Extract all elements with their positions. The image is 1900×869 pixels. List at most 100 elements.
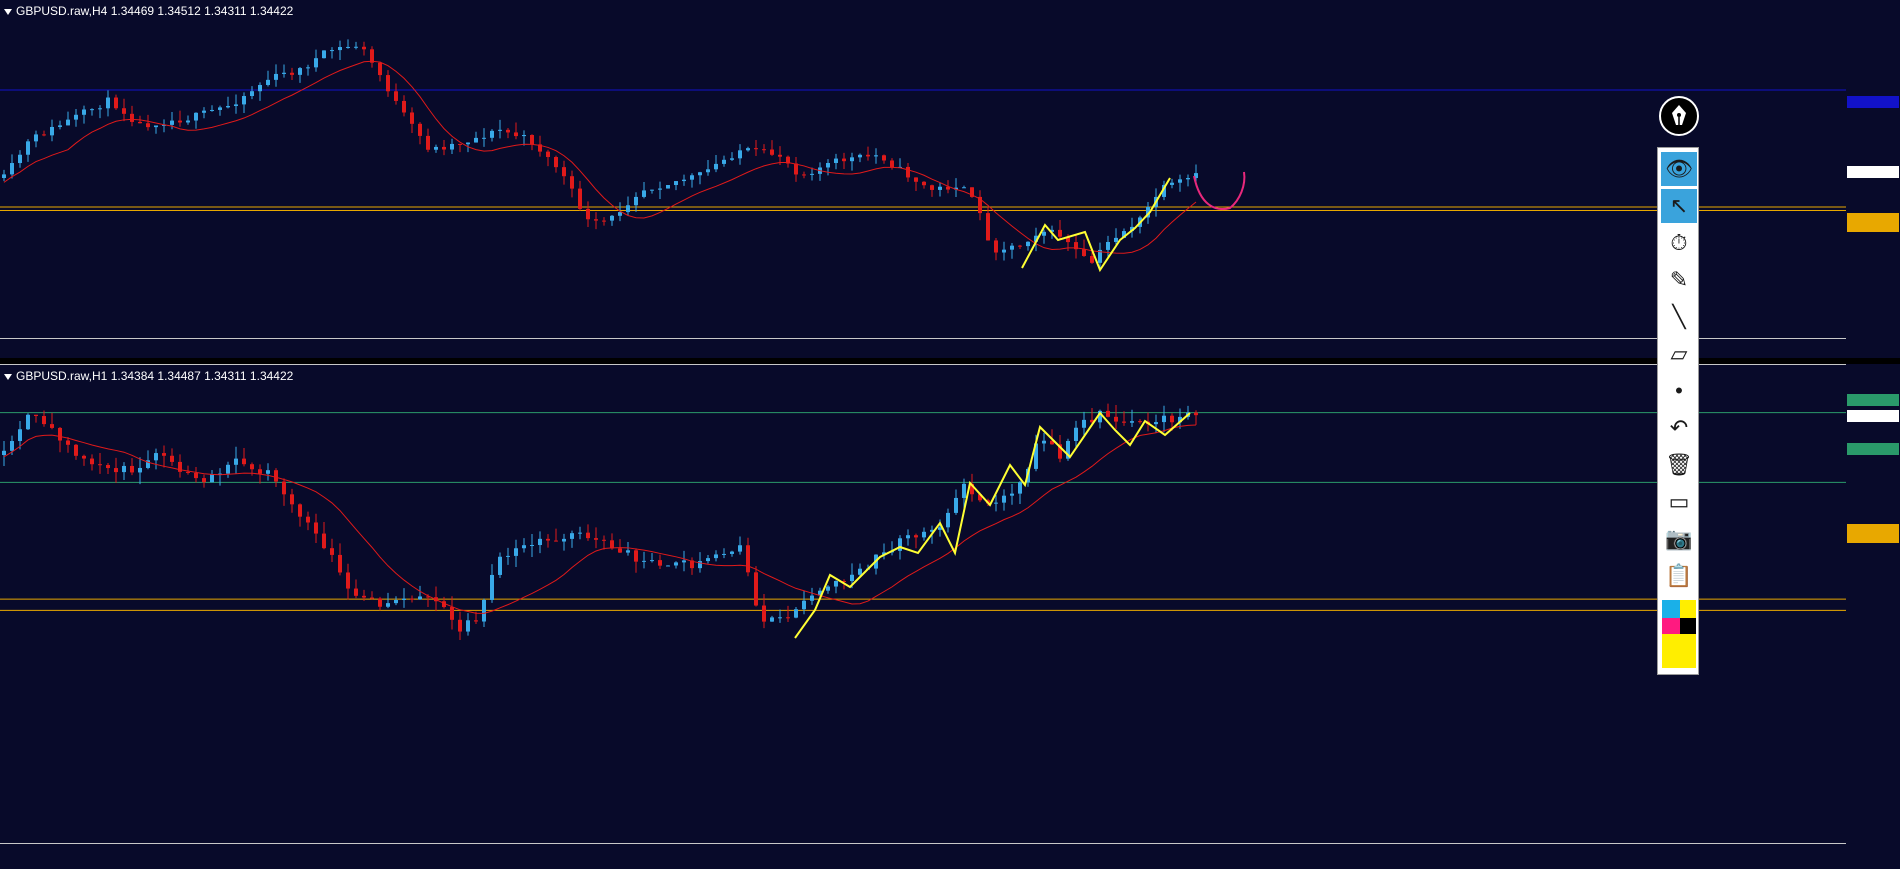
candle-body xyxy=(1018,482,1022,494)
candle-body xyxy=(418,123,422,136)
candle-body xyxy=(466,142,470,145)
candle-body xyxy=(922,531,926,538)
stopwatch-icon: ⏱ xyxy=(1670,230,1688,255)
candle-body xyxy=(706,558,710,562)
candle-body xyxy=(714,163,718,170)
candle-body xyxy=(290,494,294,505)
candle-body xyxy=(450,607,454,620)
candle-body xyxy=(138,121,142,124)
candle-body xyxy=(834,580,838,587)
candle-body xyxy=(530,135,534,145)
toolbar-button-line-tool[interactable]: ╲ xyxy=(1661,300,1697,334)
projection-curve-drawing[interactable] xyxy=(1193,171,1246,210)
chart-h1-panel[interactable]: GBPUSD.raw,H1 1.34384 1.34487 1.34311 1.… xyxy=(0,364,1900,869)
candle-body xyxy=(762,605,766,622)
chart-h4-menu-triangle-icon[interactable] xyxy=(4,8,12,15)
toolbar-button-highlighter[interactable]: ✎ xyxy=(1661,263,1697,297)
candle-body xyxy=(690,560,694,569)
candle-body xyxy=(1106,410,1110,417)
candle-body xyxy=(1066,236,1070,243)
candle-body xyxy=(770,149,774,155)
color-swatch[interactable] xyxy=(1662,634,1696,668)
candle-body xyxy=(962,483,966,498)
candle-body xyxy=(314,522,318,534)
candle-body xyxy=(58,427,62,441)
candle-body xyxy=(1042,440,1046,444)
candle-body xyxy=(578,188,582,209)
candle-body xyxy=(1122,231,1126,238)
color-swatch[interactable] xyxy=(1680,618,1696,634)
candle-body xyxy=(122,465,126,473)
color-swatch[interactable] xyxy=(1662,618,1680,634)
chart-h1-menu-triangle-icon[interactable] xyxy=(4,373,12,380)
candle-body xyxy=(234,104,238,107)
candle-body xyxy=(1098,410,1102,423)
candle-body xyxy=(250,91,254,97)
candle-body xyxy=(978,196,982,214)
candle-body xyxy=(978,494,982,501)
toolbar-button-presentation-board[interactable]: ▭ xyxy=(1661,485,1697,519)
candle-body xyxy=(530,545,534,547)
candle-body xyxy=(586,532,590,539)
candle-body xyxy=(890,160,894,167)
pen-tool-toggle-button[interactable] xyxy=(1659,96,1699,136)
candle-body xyxy=(210,109,214,111)
candle-body xyxy=(98,108,102,110)
candle-body xyxy=(714,554,718,559)
candle-body xyxy=(778,154,782,157)
candle-body xyxy=(1194,173,1198,179)
candle-body xyxy=(266,79,270,85)
candle-body xyxy=(346,572,350,589)
candle-body xyxy=(1018,245,1022,247)
candle-body xyxy=(818,590,822,596)
candle-body xyxy=(1154,422,1158,425)
chart-h1-plot-area[interactable]: GBPUSD.raw,H1 1.34384 1.34487 1.34311 1.… xyxy=(0,364,1847,844)
toolbar-button-cursor-arrow[interactable]: ↖ xyxy=(1661,189,1697,223)
candle-body xyxy=(1090,255,1094,263)
candle-body xyxy=(730,158,734,160)
chart-h4-plot-area[interactable]: GBPUSD.raw,H4 1.34469 1.34512 1.34311 1.… xyxy=(0,0,1847,339)
toolbar-button-clipboard[interactable]: 📋 xyxy=(1661,559,1697,593)
candle-body xyxy=(722,553,726,555)
chart-h1-canvas[interactable] xyxy=(0,365,1846,843)
toolbar-button-eraser[interactable]: ▱ xyxy=(1661,337,1697,371)
candle-body xyxy=(858,568,862,575)
toolbar-button-dot[interactable]: • xyxy=(1661,374,1697,408)
candle-body xyxy=(666,565,670,567)
candle-body xyxy=(738,150,742,159)
candle-body xyxy=(1130,421,1134,423)
color-swatch[interactable] xyxy=(1662,600,1680,618)
candle-body xyxy=(474,137,478,143)
candle-body xyxy=(698,172,702,176)
candle-body xyxy=(754,572,758,606)
color-swatch[interactable] xyxy=(1680,600,1696,618)
toolbar-button-undo[interactable]: ↶ xyxy=(1661,411,1697,445)
candle-body xyxy=(1050,440,1054,445)
candle-body xyxy=(162,124,166,126)
candle-body xyxy=(394,600,398,604)
toolbar-button-eye[interactable]: 👁 xyxy=(1661,152,1697,186)
candle-body xyxy=(306,67,310,69)
chart-divider[interactable] xyxy=(0,358,1900,364)
candle-body xyxy=(938,186,942,190)
toolbar-button-camera[interactable]: 📷 xyxy=(1661,522,1697,556)
candle-body xyxy=(1050,229,1054,232)
candle-body xyxy=(842,158,846,162)
candle-body xyxy=(266,470,270,474)
candle-body xyxy=(34,134,38,142)
highlighter-icon: ✎ xyxy=(1669,267,1689,292)
chart-h4-canvas[interactable] xyxy=(0,0,1846,338)
candle-body xyxy=(730,551,734,554)
toolbar-button-trash[interactable]: 🗑 xyxy=(1661,448,1697,482)
chart-h4-panel[interactable]: GBPUSD.raw,H4 1.34469 1.34512 1.34311 1.… xyxy=(0,0,1900,358)
candle-body xyxy=(962,187,966,189)
candle-body xyxy=(1034,235,1038,242)
chart-h1-price-axis[interactable] xyxy=(1846,364,1900,869)
candle-body xyxy=(282,72,286,74)
chart-h4-price-axis[interactable] xyxy=(1846,0,1900,358)
toolbar-button-stopwatch[interactable]: ⏱ xyxy=(1661,226,1697,260)
candle-body xyxy=(162,453,166,456)
candle-body xyxy=(1162,415,1166,423)
candle-body xyxy=(338,554,342,573)
candle-body xyxy=(274,73,278,80)
